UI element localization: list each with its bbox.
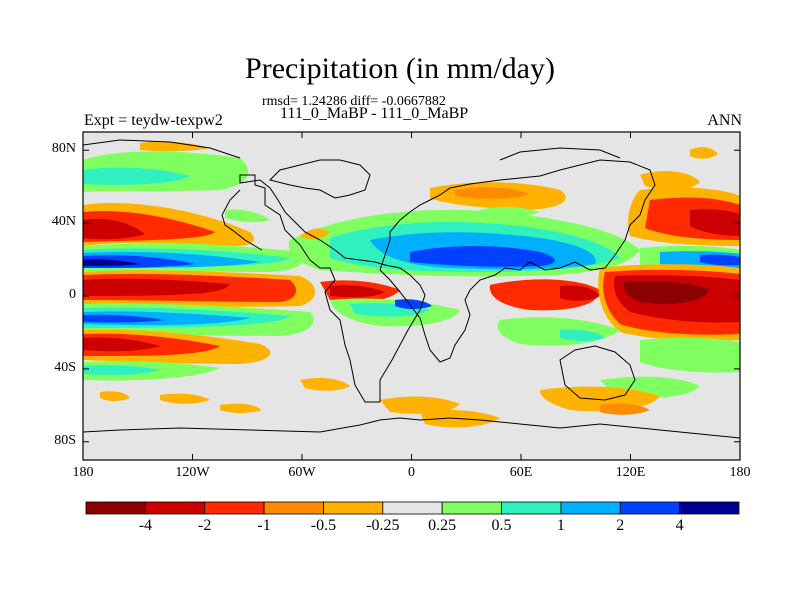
field-band [600,403,650,415]
field-band [690,146,718,159]
y-tick-label: 80S [54,432,76,448]
field-band [300,378,350,391]
field-band [83,167,190,185]
x-tick-label: 120W [175,465,210,480]
colorbar-label: 4 [675,517,684,534]
chart-subtitle: 111_0_MaBP - 111_0_MaBP [280,105,469,122]
field-band [160,393,210,404]
colorbar-swatch [85,501,146,515]
colorbar-swatch [560,501,621,515]
x-tick-label: 120E [615,465,646,480]
field-band [410,246,555,267]
colorbar-swatch [382,501,443,515]
colorbar-label: 0.25 [428,517,457,534]
field-band [225,209,270,223]
colorbar-label: -2 [198,517,212,534]
colorbar-label: 1 [556,517,565,534]
colorbar-swatch [323,501,384,515]
colorbar-swatch [619,501,681,515]
field-band [560,285,600,301]
coastlines [82,139,741,439]
field-layer [83,132,740,460]
field-band [83,218,145,240]
field-band [380,396,460,414]
field-band [83,259,140,266]
field-band [140,141,210,152]
x-tick-label: 180 [729,465,751,480]
season-label: ANN [707,112,742,129]
americas-outline [239,174,426,403]
colorbar [85,501,740,515]
colorbar-swatch [441,501,502,515]
field-band [455,186,530,199]
north-boundary-outline [82,139,241,159]
colorbar-swatch [263,501,324,515]
field-band [83,278,230,296]
field-band [300,228,330,240]
x-tick-label: 180 [72,465,94,480]
colorbar-swatch [679,501,740,515]
y-tick-label: 0 [69,287,76,302]
field-band [83,365,160,376]
arctic-coast-outline [499,147,621,161]
antarctica-outline [82,417,741,439]
field-band [700,254,740,266]
field-band [624,281,710,304]
field-band [560,329,605,341]
colorbar-label: -4 [138,517,153,534]
y-tick-label: 40N [51,214,76,230]
chart-title: Precipitation (in mm/day) [245,52,555,85]
y-tick-label: 80N [51,141,76,157]
field-band [480,206,540,217]
colorbar-label: -1 [257,517,271,534]
colorbar-label: 2 [616,517,625,534]
colorbar-label: 0.5 [491,517,512,534]
x-tick-label: 60W [288,465,316,480]
colorbar-swatch [144,501,206,515]
field-band [640,337,740,373]
colorbar-swatch [204,501,265,515]
field-band [83,337,160,352]
field-band [330,285,385,298]
australia-outline [559,345,636,401]
colorbar-label: -0.5 [310,517,337,534]
x-tick-label: 60E [509,465,533,480]
field-band [100,391,130,401]
x-tick-label: 0 [408,465,415,480]
axis-ticks [82,132,741,460]
field-band [690,209,740,236]
greenland-outline [269,159,371,199]
stats-text: rmsd= 1.24286 diff= -0.0667882 [262,94,446,109]
y-tick-label: 40S [54,359,76,375]
afro-eurasia-outline [379,159,656,363]
colorbar-label: -0.25 [366,517,400,534]
field-band [83,314,165,323]
colorbar-swatch [501,501,562,515]
field-band [220,403,262,413]
west-coast-outline [221,189,263,251]
experiment-label: Expt = teydw-texpw2 [84,112,223,129]
